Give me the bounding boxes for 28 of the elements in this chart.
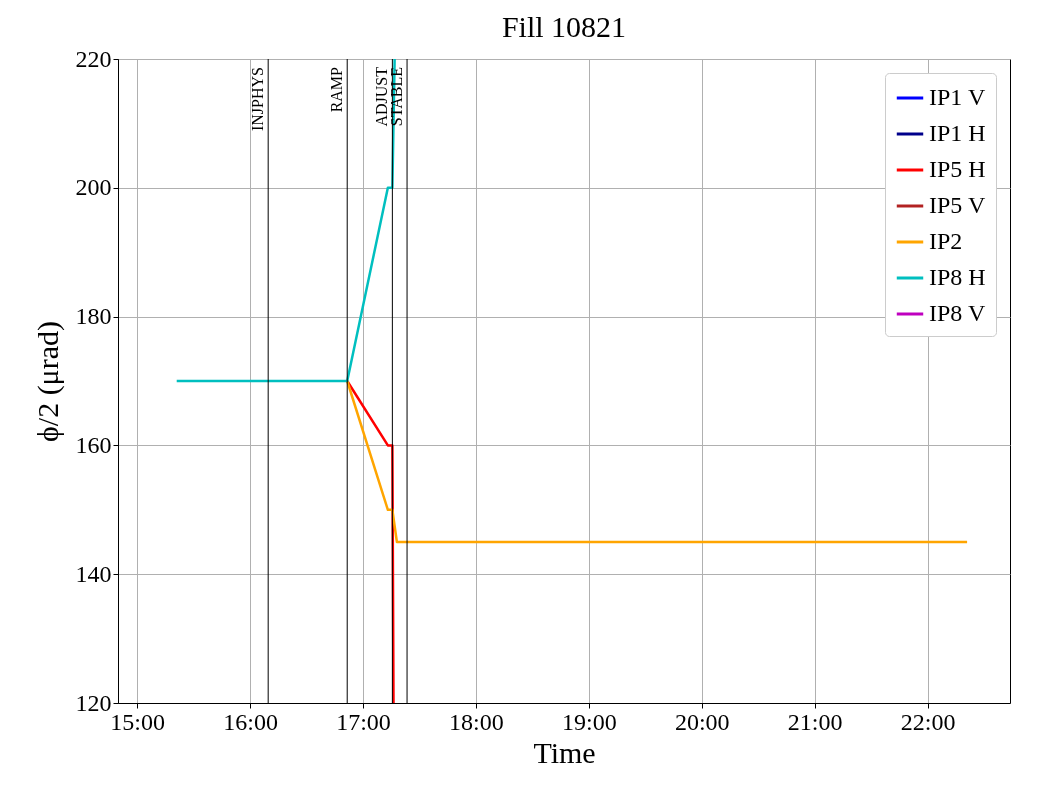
x-tick-label: 20:00 — [674, 708, 730, 735]
legend-label: IP2 — [929, 228, 963, 254]
legend-label: IP1 V — [929, 84, 986, 110]
x-tick-label: 15:00 — [110, 708, 166, 735]
legend-label: IP8 H — [929, 264, 986, 290]
legend-label: IP5 H — [929, 156, 986, 182]
x-axis-title: Time — [533, 735, 596, 769]
y-tick-label: 140 — [75, 560, 112, 587]
x-tick-label: 21:00 — [787, 708, 843, 735]
ref-line-label: INJPHYS — [249, 67, 267, 132]
x-tick-label: 17:00 — [336, 708, 391, 735]
y-tick-label: 160 — [75, 431, 112, 458]
y-tick-label: 180 — [75, 303, 112, 330]
x-tick-label: 22:00 — [900, 708, 956, 735]
y-tick-label: 220 — [75, 45, 112, 72]
ref-line-label: ADJUST — [373, 66, 391, 127]
y-tick-label: 120 — [75, 689, 112, 716]
x-tick-label: 18:00 — [449, 708, 504, 735]
legend-label: IP8 V — [929, 300, 986, 326]
chart-title: Fill 10821 — [501, 10, 627, 43]
ref-line-label: RAMP — [328, 66, 346, 113]
ref-line-label: STABLE — [388, 67, 406, 127]
legend-label: IP5 V — [929, 192, 986, 218]
x-tick-label: 19:00 — [562, 708, 617, 735]
y-tick-label: 200 — [75, 174, 112, 201]
legend-label: IP1 H — [929, 120, 986, 146]
y-axis-title: ϕ/2 (μrad) — [30, 321, 65, 442]
x-tick-label: 16:00 — [223, 708, 278, 735]
